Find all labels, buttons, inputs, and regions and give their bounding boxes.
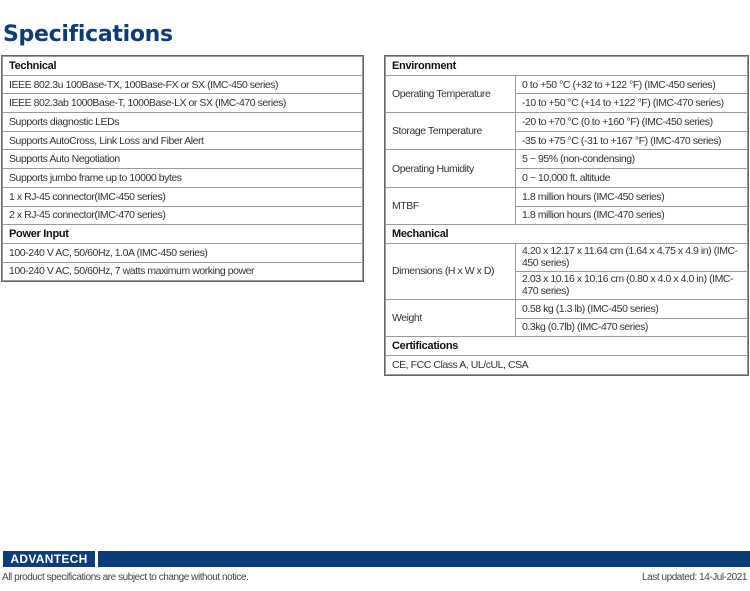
- spec-label: MTBF: [385, 186, 516, 226]
- section-header-power: Power Input: [2, 224, 363, 244]
- spec-row: CE, FCC Class A, UL/cUL, CSA: [385, 354, 748, 375]
- spec-value: 1.8 million hours (IMC-470 series): [515, 205, 748, 226]
- spec-value: 0 to +50 °C (+32 to +122 °F) (IMC-450 se…: [515, 74, 748, 95]
- spec-label: Operating Humidity: [385, 149, 516, 188]
- spec-row: Supports jumbo frame up to 10000 bytes: [2, 168, 363, 188]
- environment-mechanical-table: Environment Operating Temperature 0 to +5…: [384, 55, 749, 376]
- spec-label: Operating Temperature: [385, 74, 516, 114]
- section-header-certifications: Certifications: [385, 336, 748, 356]
- section-header-mechanical: Mechanical: [385, 224, 748, 244]
- spec-value: 0.3kg (0.7lb) (IMC-470 series): [515, 317, 748, 338]
- spec-row: IEEE 802.3ab 1000Base-T, 1000Base-LX or …: [2, 93, 363, 114]
- spec-value: -10 to +50 °C (+14 to +122 °F) (IMC-470 …: [515, 93, 748, 114]
- page-title: Specifications: [3, 22, 173, 47]
- spec-value: 0.58 kg (1.3 lb) (IMC-450 series): [515, 298, 748, 319]
- spec-value: 1.8 million hours (IMC-450 series): [515, 186, 748, 207]
- spec-row: 100-240 V AC, 50/60Hz, 7 watts maximum w…: [2, 261, 363, 282]
- footer-bar: [98, 551, 750, 567]
- section-header-environment: Environment: [385, 56, 748, 76]
- spec-row: 1 x RJ-45 connector(IMC-450 series): [2, 186, 363, 207]
- section-header-technical: Technical: [2, 56, 363, 76]
- footer-notice: All product specifications are subject t…: [2, 572, 249, 583]
- footer-last-updated: Last updated: 14-Jul-2021: [642, 572, 747, 583]
- spec-row: Supports AutoCross, Link Loss and Fiber …: [2, 130, 363, 151]
- spec-value: -35 to +75 °C (-31 to +167 °F) (IMC-470 …: [515, 130, 748, 151]
- spec-value: 5 ~ 95% (non-condensing): [515, 149, 748, 170]
- spec-row: Supports Auto Negotiation: [2, 149, 363, 170]
- spec-row: IEEE 802.3u 100Base-TX, 100Base-FX or SX…: [2, 74, 363, 95]
- spec-row: 100-240 V AC, 50/60Hz, 1.0A (IMC-450 ser…: [2, 242, 363, 263]
- spec-row: 2 x RJ-45 connector(IMC-470 series): [2, 205, 363, 226]
- spec-value: 0 ~ 10,000 ft. altitude: [515, 168, 748, 188]
- technical-power-table: Technical IEEE 802.3u 100Base-TX, 100Bas…: [1, 54, 364, 283]
- advantech-logo: ADVANTECH: [3, 551, 95, 567]
- spec-value: 4.20 x 12.17 x 11.64 cm (1.64 x 4.75 x 4…: [515, 242, 748, 272]
- spec-value: -20 to +70 °C (0 to +160 °F) (IMC-450 se…: [515, 112, 748, 132]
- spec-label: Storage Temperature: [385, 112, 516, 151]
- spec-label: Dimensions (H x W x D): [385, 242, 516, 300]
- spec-value: 2.03 x 10.16 x 10.16 cm (0.80 x 4.0 x 4.…: [515, 270, 748, 300]
- spec-label: Weight: [385, 298, 516, 338]
- spec-row: Supports diagnostic LEDs: [2, 112, 363, 132]
